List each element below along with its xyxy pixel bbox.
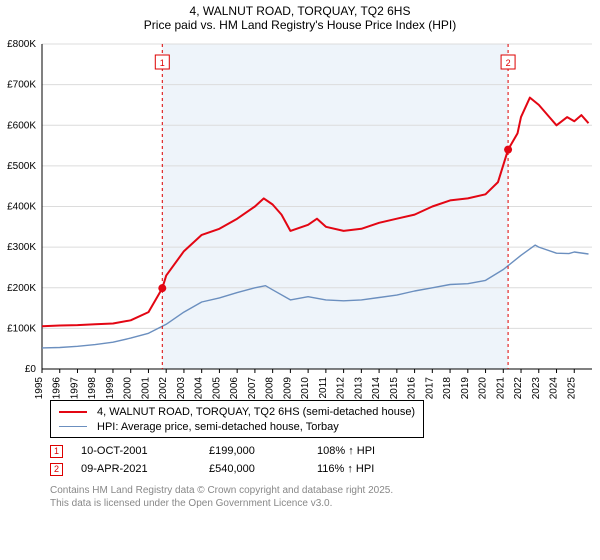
svg-text:1996: 1996	[52, 377, 63, 400]
svg-text:2020: 2020	[478, 377, 489, 400]
svg-text:£400K: £400K	[7, 202, 36, 213]
svg-text:£300K: £300K	[7, 242, 36, 253]
svg-text:2: 2	[506, 58, 511, 68]
svg-text:2014: 2014	[371, 377, 382, 400]
svg-text:2001: 2001	[140, 377, 151, 400]
legend-label-1: 4, WALNUT ROAD, TORQUAY, TQ2 6HS (semi-d…	[97, 406, 415, 418]
svg-text:£0: £0	[25, 364, 37, 375]
svg-text:2003: 2003	[176, 377, 187, 400]
svg-text:1: 1	[160, 58, 165, 68]
svg-text:£800K: £800K	[7, 39, 36, 50]
svg-text:2021: 2021	[495, 377, 506, 400]
note-pct-1: 108% ↑ HPI	[317, 445, 375, 457]
note-date-1: 10-OCT-2001	[81, 445, 191, 457]
legend-label-2: HPI: Average price, semi-detached house,…	[97, 421, 339, 433]
svg-text:2009: 2009	[282, 377, 293, 400]
chart-svg: £0 £100K £200K £300K £400K £500K £600K £700K £80…	[0, 34, 600, 434]
svg-text:1997: 1997	[69, 377, 80, 400]
svg-text:2024: 2024	[549, 377, 560, 400]
legend-swatch-1	[59, 411, 87, 413]
svg-text:2016: 2016	[407, 377, 418, 400]
svg-text:£100K: £100K	[7, 323, 36, 334]
note-number-2: 2	[50, 463, 63, 476]
note-price-1: £199,000	[209, 445, 299, 457]
svg-text:2022: 2022	[513, 377, 524, 400]
legend-row: HPI: Average price, semi-detached house,…	[59, 419, 415, 434]
title-line-1: 4, WALNUT ROAD, TORQUAY, TQ2 6HS	[0, 4, 600, 18]
legend-row: 4, WALNUT ROAD, TORQUAY, TQ2 6HS (semi-d…	[59, 404, 415, 419]
svg-text:2002: 2002	[158, 377, 169, 400]
svg-text:1998: 1998	[87, 377, 98, 400]
svg-text:2005: 2005	[211, 377, 222, 400]
svg-text:1999: 1999	[105, 377, 116, 400]
chart-area: £0 £100K £200K £300K £400K £500K £600K £700K £80…	[0, 34, 600, 434]
footer-line-1: Contains HM Land Registry data © Crown c…	[50, 484, 600, 497]
svg-text:2000: 2000	[123, 377, 134, 400]
legend-swatch-2	[59, 426, 87, 427]
note-row: 1 10-OCT-2001 £199,000 108% ↑ HPI	[50, 442, 600, 460]
svg-text:£700K: £700K	[7, 80, 36, 91]
svg-text:2018: 2018	[442, 377, 453, 400]
svg-text:2023: 2023	[531, 377, 542, 400]
title-line-2: Price paid vs. HM Land Registry's House …	[0, 18, 600, 32]
transaction-notes: 1 10-OCT-2001 £199,000 108% ↑ HPI 2 09-A…	[0, 434, 600, 478]
svg-text:2007: 2007	[247, 377, 258, 400]
note-price-2: £540,000	[209, 463, 299, 475]
footer-line-2: This data is licensed under the Open Gov…	[50, 497, 600, 510]
svg-text:2010: 2010	[300, 377, 311, 400]
svg-text:2004: 2004	[194, 377, 205, 400]
svg-text:1995: 1995	[34, 377, 45, 400]
svg-text:2025: 2025	[566, 377, 577, 400]
svg-text:2017: 2017	[424, 377, 435, 400]
svg-text:2006: 2006	[229, 377, 240, 400]
note-number-1: 1	[50, 445, 63, 458]
svg-text:£500K: £500K	[7, 161, 36, 172]
note-date-2: 09-APR-2021	[81, 463, 191, 475]
footer-attribution: Contains HM Land Registry data © Crown c…	[0, 478, 600, 510]
title-block: 4, WALNUT ROAD, TORQUAY, TQ2 6HS Price p…	[0, 0, 600, 34]
svg-text:2019: 2019	[460, 377, 471, 400]
legend-box: 4, WALNUT ROAD, TORQUAY, TQ2 6HS (semi-d…	[50, 400, 424, 438]
svg-text:2012: 2012	[336, 377, 347, 400]
svg-text:£600K: £600K	[7, 120, 36, 131]
note-row: 2 09-APR-2021 £540,000 116% ↑ HPI	[50, 460, 600, 478]
svg-text:2013: 2013	[353, 377, 364, 400]
svg-text:2015: 2015	[389, 377, 400, 400]
svg-text:2011: 2011	[318, 377, 329, 399]
svg-text:2008: 2008	[265, 377, 276, 400]
note-pct-2: 116% ↑ HPI	[317, 463, 374, 475]
svg-text:£200K: £200K	[7, 283, 36, 294]
